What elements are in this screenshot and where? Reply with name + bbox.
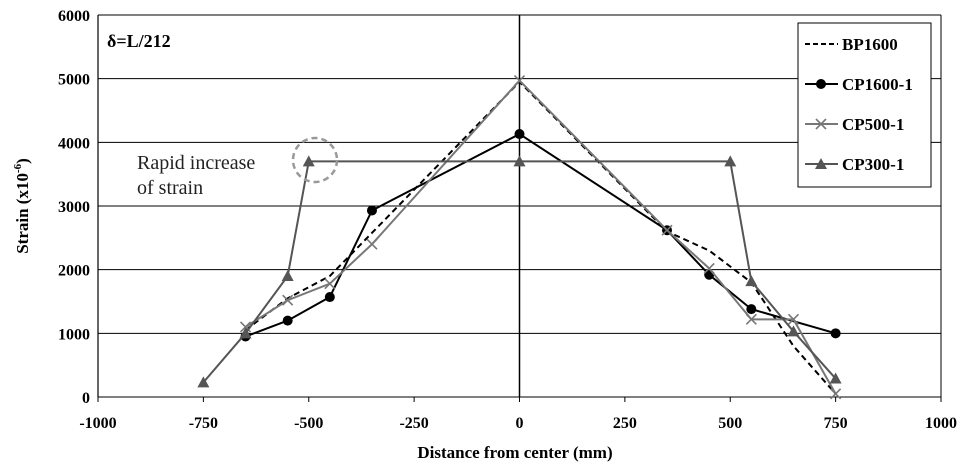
- data-point-cp500-1: [282, 294, 294, 306]
- data-point-cp300-1: [829, 372, 842, 384]
- x-tick-label: 1000: [925, 415, 957, 432]
- series-bp1600: [244, 80, 837, 395]
- y-tick-label: 0: [82, 390, 90, 407]
- legend-label-cp300-1: CP300-1: [842, 155, 904, 174]
- legend-label-cp500-1: CP500-1: [842, 115, 904, 134]
- y-tick-label: 1000: [58, 326, 90, 343]
- data-point-cp1600-1: [366, 205, 377, 216]
- data-point-cp1600-1: [830, 328, 841, 339]
- data-point-cp500-1: [745, 313, 757, 325]
- y-tick-label: 6000: [58, 8, 90, 25]
- rapid-increase-marker-circle: [291, 136, 339, 184]
- legend-label-bp1600: BP1600: [842, 35, 898, 54]
- legend: BP1600 CP1600-1 CP500-1 CP300-1: [797, 22, 932, 188]
- data-point-cp1600-1: [324, 292, 335, 303]
- x-tick-label: -750: [189, 415, 218, 432]
- x-tick-label: 250: [613, 415, 637, 432]
- data-point-cp300-1: [513, 155, 526, 167]
- series-line-cp500-1: [244, 79, 837, 395]
- data-point-cp1600-1: [746, 304, 757, 315]
- series-line-bp1600: [244, 80, 837, 395]
- annotation-line-2: of strain: [137, 177, 203, 199]
- y-axis-title-close: ): [13, 158, 32, 164]
- data-point-cp300-1: [787, 325, 800, 337]
- data-point-cp500-1: [703, 262, 715, 274]
- data-point-cp500-1: [787, 313, 800, 325]
- data-point-cp500-1: [830, 388, 842, 400]
- x-axis-title: Distance from center (mm): [417, 443, 612, 462]
- data-point-cp1600-1: [282, 315, 293, 326]
- annotation-line-1: Rapid increase: [137, 152, 255, 174]
- x-tick-label: 0: [516, 415, 524, 432]
- x-tick-label: 750: [824, 415, 848, 432]
- y-axis-title-main: Strain (x10: [13, 173, 32, 254]
- axes: [97, 15, 942, 402]
- y-tick-label: 4000: [58, 135, 90, 152]
- series-cp500-1: [239, 75, 842, 400]
- data-point-cp500-1: [366, 238, 378, 250]
- data-point-cp500-1: [324, 278, 336, 290]
- data-point-cp300-1: [724, 155, 737, 167]
- x-tick-label: -500: [294, 415, 323, 432]
- deflection-label: δ=L/212: [107, 31, 171, 51]
- data-point-cp1600-1: [514, 129, 525, 140]
- data-point-cp300-1: [281, 270, 294, 282]
- legend-marker-cp1600-1: [816, 79, 826, 89]
- data-point-cp500-1: [661, 224, 673, 236]
- data-series: [197, 75, 842, 400]
- x-tick-label: -250: [399, 415, 428, 432]
- y-axis-title-exponent: -6: [12, 163, 24, 173]
- x-tick-label: 500: [718, 415, 742, 432]
- y-tick-label: 2000: [58, 263, 90, 280]
- data-point-cp500-1: [513, 75, 526, 87]
- legend-marker-cp300-1: [815, 158, 827, 169]
- series-line-cp1600-1: [245, 132, 836, 338]
- data-point-cp300-1: [302, 155, 315, 167]
- series-cp300-1: [197, 155, 842, 388]
- x-tick-label: -1000: [79, 415, 116, 432]
- data-point-cp300-1: [745, 275, 758, 287]
- data-point-cp300-1: [239, 327, 252, 339]
- legend-label-cp1600-1: CP1600-1: [842, 75, 913, 94]
- data-point-cp300-1: [197, 376, 210, 388]
- y-axis-title: Strain (x10-6): [12, 158, 32, 254]
- y-tick-label: 3000: [58, 199, 90, 216]
- legend-marker-cp500-1: [815, 118, 827, 130]
- y-tick-label: 5000: [58, 72, 90, 89]
